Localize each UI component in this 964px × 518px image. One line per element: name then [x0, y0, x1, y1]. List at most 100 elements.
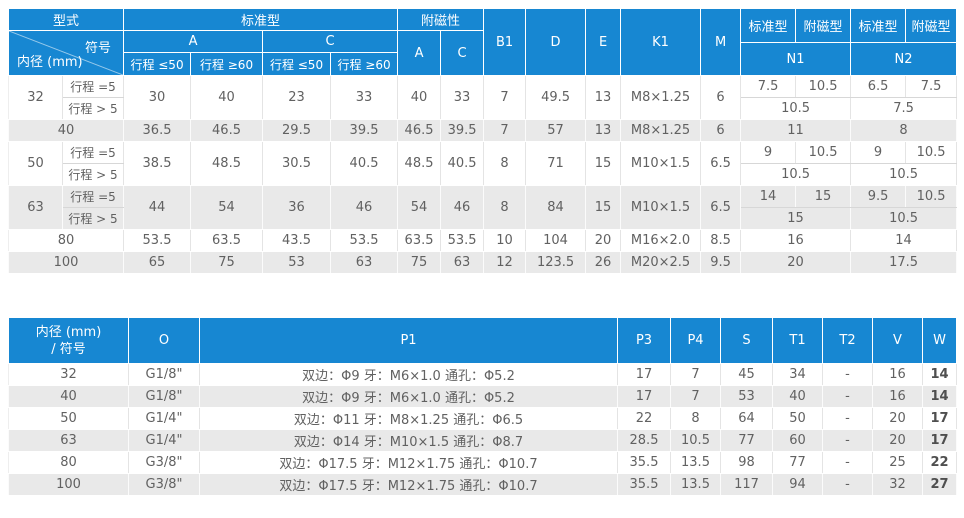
col-group-c-header: C — [262, 30, 399, 53]
value-cell: 双边：Φ17.5 牙：M12×1.75 通孔：Φ10.7 — [199, 473, 618, 496]
value-cell: 双边：Φ14 牙：M10×1.5 通孔：Φ8.7 — [199, 429, 618, 452]
symbol-label: / 符号 — [51, 341, 86, 357]
value-cell: 40 — [190, 75, 264, 120]
col-header-d: D — [525, 8, 587, 76]
value-cell: 36.5 — [123, 119, 192, 142]
col-header-p4: P4 — [670, 317, 721, 364]
table-row-32b: 行程 > 5 10.5 7.5 — [9, 97, 958, 120]
value-cell: 9.5 — [850, 185, 907, 208]
value-cell: 13.5 — [670, 473, 721, 496]
value-cell: 7.5 — [740, 75, 797, 98]
value-cell: 8 — [850, 119, 958, 142]
stroke-le50-header: 行程 ≤50 — [262, 52, 332, 76]
value-cell: 12 — [483, 251, 527, 274]
bore-cell: 32 — [8, 75, 63, 120]
bore-cell: 80 — [7, 229, 125, 252]
bore-cell: 100 — [8, 473, 129, 496]
col-group-a-header: A — [123, 30, 264, 53]
value-cell: 53 — [720, 385, 773, 408]
value-cell: 48.5 — [397, 141, 442, 186]
value-cell: G1/4" — [128, 429, 200, 452]
col-header-p1: P1 — [199, 317, 618, 364]
value-cell: M8×1.25 — [620, 75, 702, 120]
stroke-eq5-label: 行程 =5 — [62, 75, 125, 98]
symbol-label: 符号 — [85, 41, 112, 56]
bore-cell: 50 — [8, 141, 63, 186]
col-header-n1: N1 — [740, 42, 852, 76]
value-cell: 22 — [922, 451, 957, 474]
value-cell: G3/8" — [128, 473, 200, 496]
bore-label: 内径 (mm) — [35, 324, 102, 340]
value-cell: 20 — [740, 251, 852, 274]
col-header-t2: T2 — [822, 317, 873, 364]
value-cell: 39.5 — [330, 119, 399, 142]
value-cell: 104 — [525, 229, 587, 252]
col-header-k1: K1 — [620, 8, 702, 76]
value-cell: 14 — [850, 229, 958, 252]
value-cell: 53.5 — [440, 229, 485, 252]
value-cell: 14 — [922, 385, 957, 408]
value-cell: 10.5 — [905, 141, 958, 164]
value-cell: 98 — [720, 451, 773, 474]
value-cell: 35.5 — [617, 451, 671, 474]
value-cell: 38.5 — [123, 141, 192, 186]
value-cell: 46 — [330, 185, 399, 230]
value-cell: 39.5 — [440, 119, 485, 142]
value-cell: 43.5 — [262, 229, 332, 252]
value-cell: 40 — [772, 385, 823, 408]
value-cell: 10.5 — [850, 163, 958, 186]
value-cell: 8.5 — [700, 229, 742, 252]
value-cell: 16 — [740, 229, 852, 252]
table-row-80: 80 G3/8" 双边：Φ17.5 牙：M12×1.75 通孔：Φ10.7 35… — [8, 451, 957, 474]
value-cell: 40.5 — [440, 141, 485, 186]
bore-cell: 32 — [8, 363, 129, 386]
table-row-50a: 50 行程 =5 38.5 48.5 30.5 40.5 48.5 40.5 8… — [8, 141, 958, 186]
table-row-50: 50 G1/4" 双边：Φ11 牙：M8×1.25 通孔：Φ6.5 22 8 6… — [8, 407, 957, 430]
value-cell: - — [822, 385, 873, 408]
value-cell: 63 — [330, 251, 399, 274]
value-cell: 33 — [440, 75, 485, 120]
bore-symbol-header: 内径 (mm) / 符号 — [8, 317, 129, 364]
table-row-32a: 32 行程 =5 30 40 23 33 40 33 7 49.5 13 M8×… — [8, 75, 958, 120]
bore-label: 内径 (mm) — [17, 55, 83, 70]
stroke-eq5-label: 行程 =5 — [62, 141, 125, 164]
table-row-63a: 63 行程 =5 44 54 36 46 54 46 8 84 15 M10×1… — [8, 185, 958, 230]
value-cell: 63.5 — [190, 229, 264, 252]
diagonal-line — [9, 31, 123, 75]
value-cell: 46.5 — [190, 119, 264, 142]
stroke-gt5-label: 行程 > 5 — [61, 163, 125, 186]
value-cell: 10.5 — [850, 207, 958, 230]
value-cell: - — [822, 363, 873, 386]
bore-symbol-diagonal-header: 符号 内径 (mm) — [7, 30, 125, 76]
value-cell: 15 — [795, 185, 852, 208]
magnetic-c-header: C — [440, 30, 485, 76]
n1-magnetic-header: 附磁型 — [795, 8, 852, 43]
value-cell: 40 — [397, 75, 442, 120]
value-cell: 双边：Φ11 牙：M8×1.25 通孔：Φ6.5 — [199, 407, 618, 430]
bore-cell: 40 — [8, 385, 129, 408]
value-cell: 9.5 — [700, 251, 742, 274]
value-cell: M16×2.0 — [620, 229, 702, 252]
table-row-100: 100 65 75 53 63 75 63 12 123.5 26 M20×2.… — [7, 251, 958, 274]
bore-cell: 50 — [8, 407, 129, 430]
stroke-le50-header: 行程 ≤50 — [123, 52, 192, 76]
value-cell: 16 — [872, 385, 923, 408]
bore-cell: 40 — [7, 119, 125, 142]
value-cell: 15 — [585, 185, 622, 230]
col-header-m: M — [700, 8, 742, 76]
value-cell: 46.5 — [397, 119, 442, 142]
value-cell: 40.5 — [330, 141, 399, 186]
dimension-table-1: 型式 标准型 附磁性 B1 D E K1 M 标准型 附磁型 标准型 附磁型 符… — [7, 8, 958, 274]
value-cell: 84 — [525, 185, 587, 230]
value-cell: 7 — [670, 385, 721, 408]
value-cell: 10.5 — [795, 141, 852, 164]
value-cell: 17 — [922, 429, 957, 452]
value-cell: 30.5 — [262, 141, 332, 186]
value-cell: 7.5 — [850, 97, 958, 120]
value-cell: 57 — [525, 119, 587, 142]
value-cell: 6 — [700, 119, 742, 142]
bore-cell: 80 — [8, 451, 129, 474]
value-cell: 94 — [772, 473, 823, 496]
value-cell: 10.5 — [670, 429, 721, 452]
value-cell: 8 — [483, 185, 527, 230]
